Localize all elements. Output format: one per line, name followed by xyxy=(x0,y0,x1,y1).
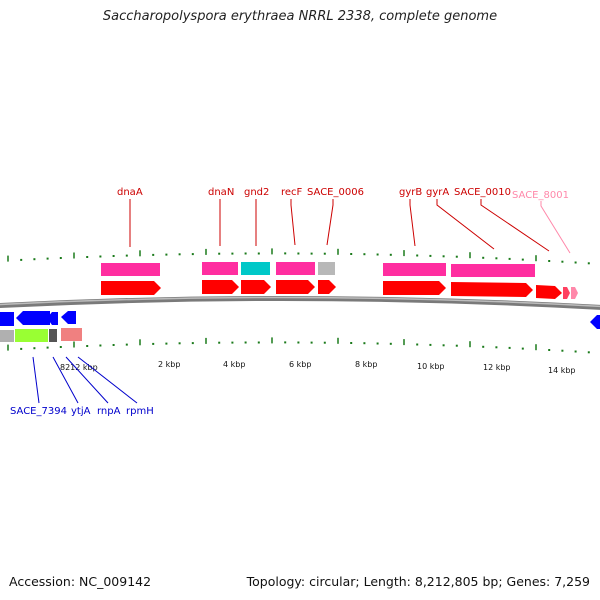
scale-label-2kbp: 2 kbp xyxy=(158,360,180,369)
label-dnaN[interactable]: dnaN xyxy=(208,187,234,198)
genome-backbone xyxy=(0,295,600,310)
feature-reverse-gene-right[interactable] xyxy=(590,315,600,329)
leader-ytjA xyxy=(52,356,79,404)
leader-gyrA xyxy=(436,199,495,250)
leader-SACE_7394 xyxy=(32,356,40,404)
scale-label-end: 8212 kbp xyxy=(60,363,98,372)
feature-gene-gyrA[interactable] xyxy=(451,282,533,297)
feature-cds-dnaA[interactable] xyxy=(101,263,160,276)
feature-pseudo-SACE_0006[interactable] xyxy=(318,262,335,275)
feature-gene-dnaA[interactable] xyxy=(101,281,161,295)
label-recF[interactable]: recF xyxy=(281,187,303,198)
accession-text: Accession: NC_009142 xyxy=(9,574,152,589)
feature-gene-SACE_0010[interactable] xyxy=(536,285,562,299)
feature-gene-gyrB[interactable] xyxy=(383,281,446,295)
scale-label-10kbp: 10 kbp xyxy=(417,362,445,371)
feature-gene-dnaN[interactable] xyxy=(202,280,239,294)
label-ytjA[interactable]: ytjA xyxy=(71,406,91,417)
lower-tick-row xyxy=(7,337,590,354)
label-SACE_0010[interactable]: SACE_0010 xyxy=(454,187,511,198)
scale-label-4kbp: 4 kbp xyxy=(223,360,245,369)
label-gnd2[interactable]: gnd2 xyxy=(244,187,269,198)
leader-rpmH xyxy=(77,356,138,404)
leader-rnpA xyxy=(65,356,109,404)
label-SACE_8001[interactable]: SACE_8001 xyxy=(512,190,569,201)
feature-cds-recF[interactable] xyxy=(276,262,315,275)
feature-reverse-gene-1[interactable] xyxy=(0,312,14,326)
feature-gene-recF[interactable] xyxy=(276,280,315,294)
feature-gene-small-2[interactable] xyxy=(571,287,578,299)
scale-label-6kbp: 6 kbp xyxy=(289,360,311,369)
label-SACE_0006[interactable]: SACE_0006 xyxy=(307,187,364,198)
label-gyrB[interactable]: gyrB xyxy=(399,187,422,198)
genome-backbone-highlight xyxy=(0,296,600,308)
scale-label-14kbp: 14 kbp xyxy=(548,366,576,375)
upper-tick-row xyxy=(7,248,590,265)
feature-reverse-gene-3[interactable] xyxy=(47,312,58,325)
feature-gene-SACE_0006[interactable] xyxy=(318,280,336,294)
feature-gene-small-1[interactable] xyxy=(563,287,570,299)
genome-title: Saccharopolyspora erythraea NRRL 2338, c… xyxy=(102,9,498,24)
leader-SACE_0010 xyxy=(480,199,550,252)
feature-reverse-rna[interactable] xyxy=(61,328,82,341)
label-rnpA[interactable]: rnpA xyxy=(97,406,121,417)
leader-SACE_0006 xyxy=(326,199,334,246)
feature-cds-gyrA[interactable] xyxy=(451,264,535,277)
feature-gene-gnd2[interactable] xyxy=(241,280,271,294)
label-rpmH[interactable]: rpmH xyxy=(126,406,154,417)
feature-reverse-gene-2[interactable] xyxy=(16,311,50,325)
feature-reverse-other-SACE_7394[interactable] xyxy=(15,329,48,342)
leader-gyrB xyxy=(409,199,416,247)
feature-cds-dnaN[interactable] xyxy=(202,262,238,275)
leader-recF xyxy=(290,199,296,246)
scale-label-8kbp: 8 kbp xyxy=(355,360,377,369)
feature-reverse-dark[interactable] xyxy=(49,329,57,342)
feature-reverse-pseudo[interactable] xyxy=(0,330,14,342)
scale-label-12kbp: 12 kbp xyxy=(483,363,511,372)
label-SACE_7394[interactable]: SACE_7394 xyxy=(10,406,67,417)
leader-SACE_8001 xyxy=(540,201,571,254)
label-gyrA[interactable]: gyrA xyxy=(426,187,449,198)
feature-cds-gyrB[interactable] xyxy=(383,263,446,276)
feature-reverse-gene-4[interactable] xyxy=(61,311,76,324)
genome-summary-text: Topology: circular; Length: 8,212,805 bp… xyxy=(246,574,590,589)
feature-rna-gnd2[interactable] xyxy=(241,262,270,275)
label-dnaA[interactable]: dnaA xyxy=(117,187,143,198)
